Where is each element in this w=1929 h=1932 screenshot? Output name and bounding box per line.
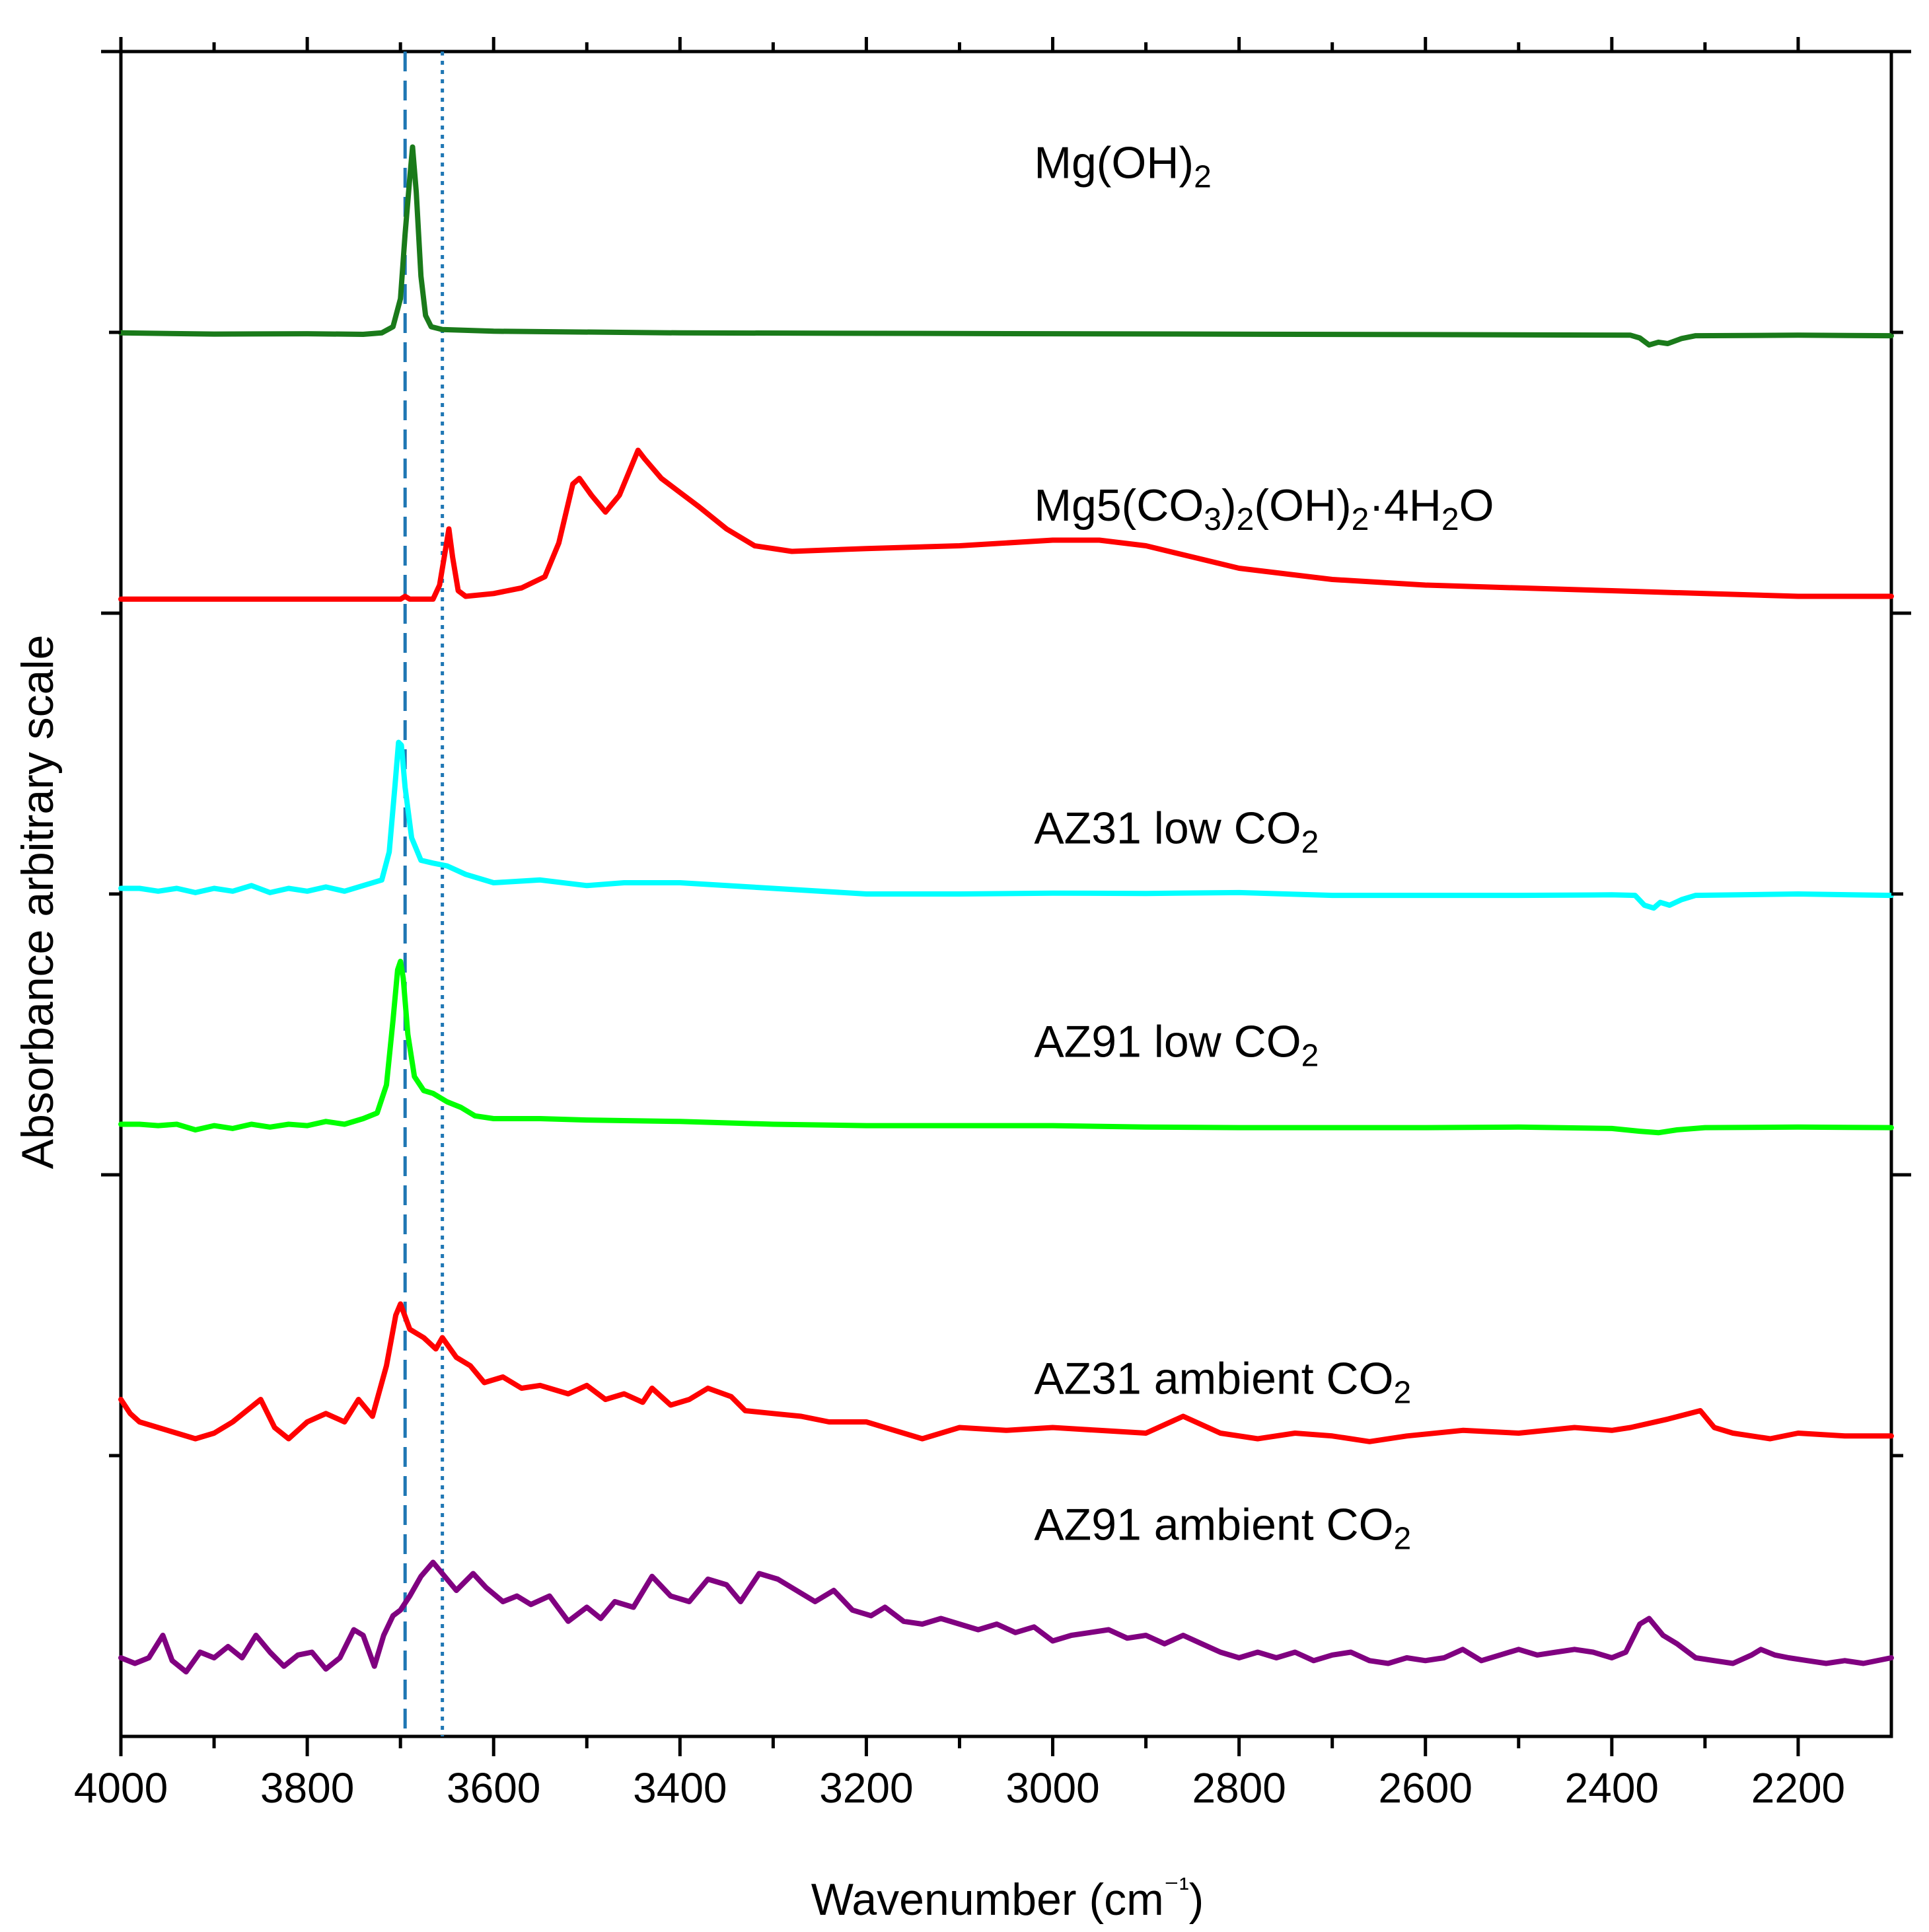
x-tick-label: 2600 xyxy=(1379,1764,1473,1812)
x-tick-label: 3800 xyxy=(260,1764,354,1812)
spectra-series xyxy=(118,144,1894,1675)
reference-lines xyxy=(403,52,445,1736)
series-labels: Mg(OH)2 Mg5(CO3)2(OH)2·4H2O AZ31 low CO2 AZ… xyxy=(1034,137,1494,1556)
x-tick-label: 2400 xyxy=(1565,1764,1659,1812)
series-line-0 xyxy=(118,144,1894,348)
x-tick-label: 4000 xyxy=(74,1764,168,1812)
x-tick-label: 3400 xyxy=(633,1764,727,1812)
y-axis-title: Absorbance arbitrary scale xyxy=(13,635,63,1170)
series-label-5: AZ91 ambient CO2 xyxy=(1034,1500,1411,1557)
series-line-2 xyxy=(118,739,1894,911)
x-tick-label: 2200 xyxy=(1751,1764,1845,1812)
x-tick-label: 3200 xyxy=(819,1764,913,1812)
series-label-1: Mg5(CO3)2(OH)2·4H2O xyxy=(1034,480,1494,537)
series-line-3 xyxy=(118,959,1894,1136)
x-tick-label: 3000 xyxy=(1005,1764,1099,1812)
x-tick-label: 2800 xyxy=(1192,1764,1286,1812)
x-axis-title: Wavenumber (cm⁻¹) xyxy=(811,1872,1204,1925)
series-line-4 xyxy=(118,1301,1894,1444)
series-label-3: AZ91 low CO2 xyxy=(1034,1017,1319,1074)
series-label-2: AZ31 low CO2 xyxy=(1034,803,1319,860)
series-line-5 xyxy=(118,1559,1894,1675)
series-label-4: AZ31 ambient CO2 xyxy=(1034,1354,1411,1411)
axis-ticks: 4000 3800 3600 3400 3200 3000 2800 2600 2400 2200 xyxy=(74,37,1911,1812)
series-line-1 xyxy=(118,447,1894,602)
x-tick-label: 3600 xyxy=(447,1764,540,1812)
series-label-0: Mg(OH)2 xyxy=(1034,137,1211,194)
